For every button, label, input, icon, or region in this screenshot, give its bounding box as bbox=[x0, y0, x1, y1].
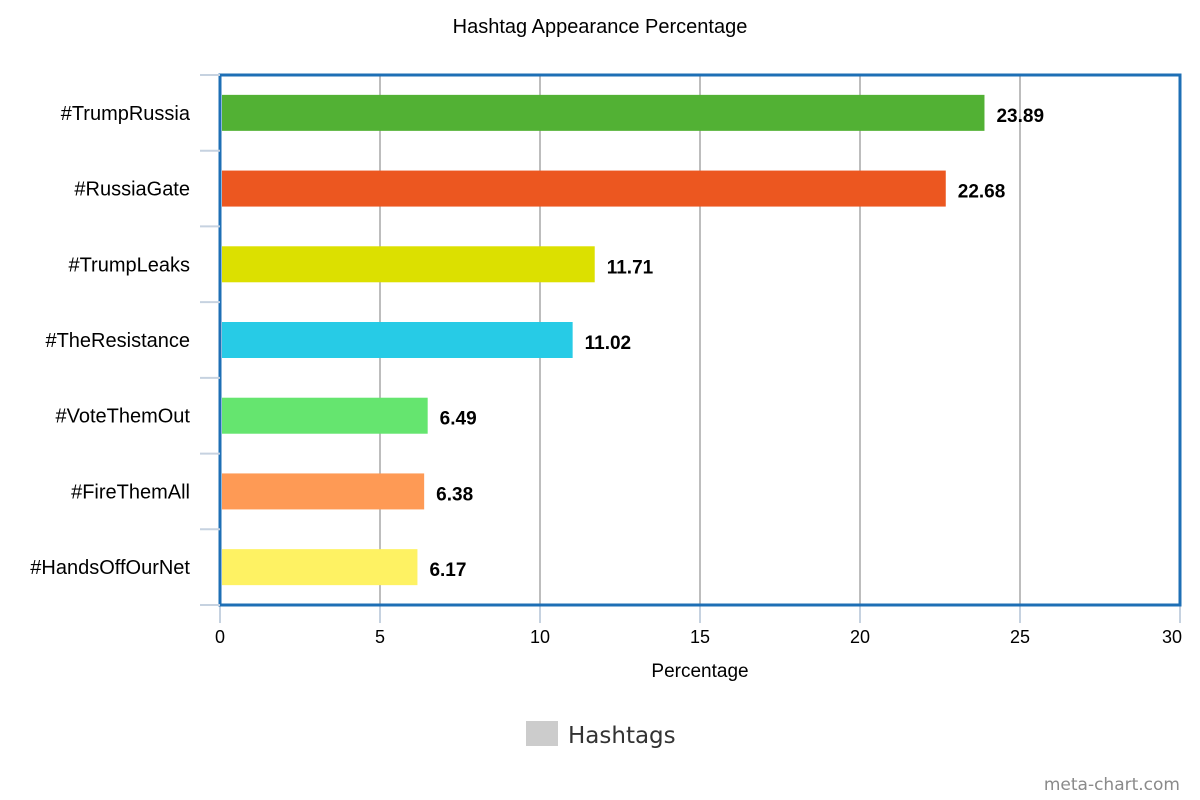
x-tick-label: 0 bbox=[215, 627, 225, 647]
legend: Hashtags bbox=[526, 721, 676, 749]
category-label: #FireThemAll bbox=[71, 481, 190, 503]
category-label: #RussiaGate bbox=[74, 179, 190, 201]
bar[interactable] bbox=[222, 170, 946, 207]
x-axis-title: Percentage bbox=[651, 661, 748, 682]
plot-frame bbox=[218, 73, 1182, 607]
watermark: meta-chart.com bbox=[1044, 775, 1180, 795]
y-axis-ticks bbox=[200, 74, 220, 606]
category-label: #HandsOffOurNet bbox=[30, 557, 190, 579]
bars bbox=[222, 94, 985, 586]
bar[interactable] bbox=[222, 473, 425, 510]
x-tick-label: 15 bbox=[690, 627, 710, 647]
category-label: #VoteThemOut bbox=[55, 406, 190, 428]
x-tick-label: 20 bbox=[850, 627, 870, 647]
x-tick-label: 5 bbox=[375, 627, 385, 647]
data-label: 11.02 bbox=[585, 333, 632, 354]
x-tick-label: 30 bbox=[1162, 627, 1182, 647]
bar[interactable] bbox=[222, 549, 418, 586]
category-label: #TrumpRussia bbox=[61, 103, 191, 125]
x-tick-label: 25 bbox=[1010, 627, 1030, 647]
bar[interactable] bbox=[222, 246, 595, 283]
x-tick-label: 10 bbox=[530, 627, 550, 647]
bar[interactable] bbox=[222, 94, 985, 131]
category-label: #TrumpLeaks bbox=[68, 254, 190, 276]
data-label: 6.49 bbox=[440, 409, 477, 430]
legend-swatch-hashtags[interactable] bbox=[526, 721, 558, 746]
data-label: 23.89 bbox=[996, 106, 1044, 127]
bar[interactable] bbox=[222, 397, 428, 434]
legend-label-hashtags[interactable]: Hashtags bbox=[568, 723, 676, 749]
data-label: 22.68 bbox=[958, 182, 1006, 203]
x-axis-tick-labels: 0 5 10 15 20 25 30 bbox=[215, 627, 1182, 647]
gridlines bbox=[219, 75, 1181, 623]
category-labels: #TrumpRussia #RussiaGate #TrumpLeaks #TheRe… bbox=[30, 103, 191, 579]
chart-title: Hashtag Appearance Percentage bbox=[453, 16, 748, 38]
value-labels: 23.89 22.68 11.71 11.02 6.49 6.38 6.17 bbox=[429, 106, 1044, 581]
data-label: 11.71 bbox=[607, 257, 654, 278]
data-label: 6.38 bbox=[436, 484, 473, 505]
bar[interactable] bbox=[222, 322, 573, 358]
category-label: #TheResistance bbox=[45, 330, 190, 352]
data-label: 6.17 bbox=[429, 560, 466, 581]
